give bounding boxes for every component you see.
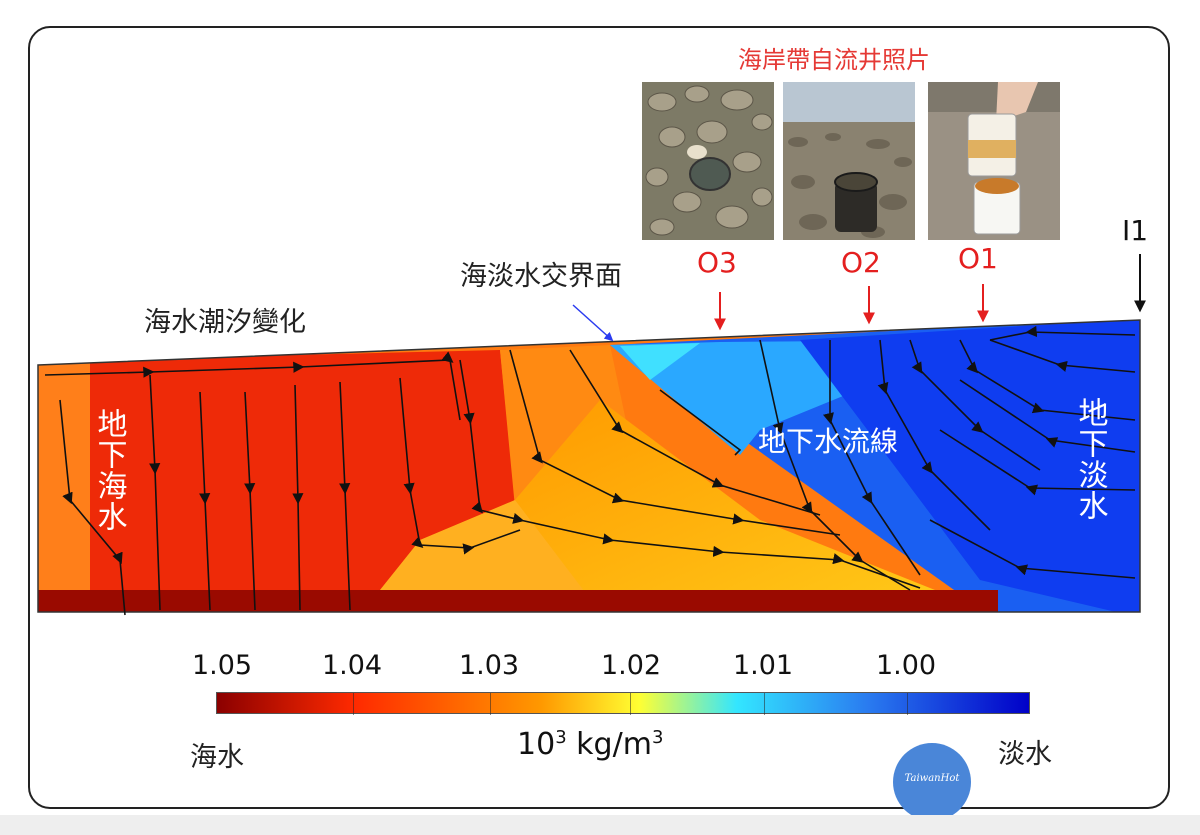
cb-tick-label: 1.03 (458, 650, 520, 681)
taiwanhot-logo: TaiwanHot (893, 743, 971, 821)
groundwater-freshwater-label: 地下淡水 (1072, 397, 1108, 521)
cb-tick-label: 1.02 (600, 650, 662, 681)
colorbar (216, 692, 1030, 715)
cb-tick-label: 1.05 (191, 650, 253, 681)
logo-text: TaiwanHot (904, 773, 960, 784)
seawater-end-label: 海水 (190, 742, 244, 773)
cb-tick-label: 1.01 (732, 650, 794, 681)
cb-tick (490, 693, 491, 715)
cb-tick (907, 693, 908, 715)
well-label-i1: I1 (1122, 214, 1149, 247)
cb-tick (630, 693, 631, 715)
colorbar-unit: 103 kg/m3 (517, 727, 664, 762)
well-label-o2: O2 (841, 246, 881, 279)
photo-o3 (642, 82, 774, 240)
freshwater-end-label: 淡水 (998, 739, 1052, 770)
tide-label: 海水潮汐變化 (144, 307, 306, 338)
groundwater-seawater-label: 地下海水 (91, 408, 127, 532)
cb-tick (764, 693, 765, 715)
photo-o1 (928, 82, 1060, 240)
photo-o2 (783, 82, 915, 240)
cb-tick-label: 1.00 (875, 650, 937, 681)
photos-title: 海岸帶自流井照片 (738, 46, 930, 74)
cb-tick-label: 1.04 (321, 650, 383, 681)
footer-bar (0, 815, 1200, 835)
streamline-label: 地下水流線 (758, 425, 899, 458)
interface-label: 海淡水交界面 (460, 261, 622, 292)
cb-tick (353, 693, 354, 715)
well-label-o1: O1 (958, 242, 998, 275)
well-label-o3: O3 (697, 246, 737, 279)
